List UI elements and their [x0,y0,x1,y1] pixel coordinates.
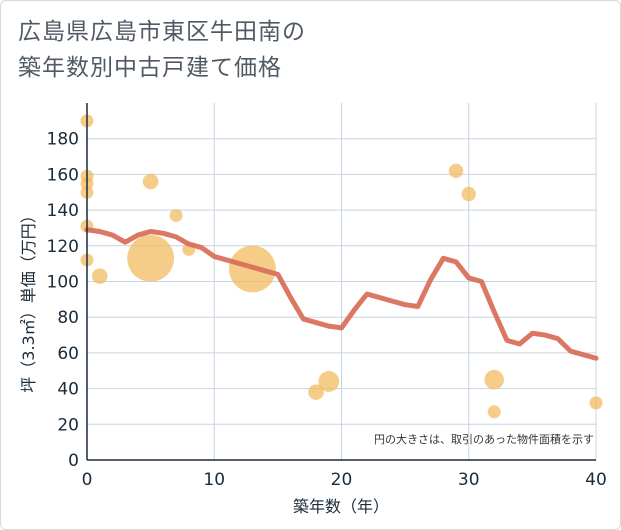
x-tick-label-10: 10 [203,470,225,490]
scatter-point-7 [142,173,159,190]
x-tick-label-30: 30 [458,470,480,490]
grid [87,103,597,460]
scatter-point-16 [484,369,504,390]
scatter-point-17 [487,405,501,419]
x-tick-label-20: 20 [331,470,353,490]
scatter-point-18 [589,396,603,410]
scatter-point-8 [127,234,175,282]
y-tick-label-20: 20 [57,415,79,435]
y-tick-label-160: 160 [47,165,79,185]
chart-title-line1: 広島県広島市東区牛田南の [18,19,306,45]
bubble-size-note: 円の大きさは、取引のあった物件面積を示す [374,432,594,446]
scatter-point-15 [461,186,476,202]
x-axis-label: 築年数（年） [293,497,389,516]
y-tick-label-180: 180 [47,130,79,150]
bubbles [80,114,603,419]
y-tick-label-0: 0 [68,451,79,471]
axes [86,103,596,461]
y-tick-label-140: 140 [47,201,79,221]
trend-line [84,227,599,361]
scatter-point-13 [318,371,340,392]
tick-labels: 0 20 40 60 80 100 120 140 160 180 0 10 20 30 40 [47,130,607,490]
y-tick-label-40: 40 [57,380,79,400]
y-tick-label-100: 100 [47,273,79,293]
y-tick-label-120: 120 [47,237,79,257]
y-tick-label-60: 60 [57,344,79,364]
scatter-point-14 [448,163,464,178]
scatter-point-6 [91,268,108,284]
x-tick-label-0: 0 [82,470,93,490]
chart-title: 広島県広島市東区牛田南の 築年数別中古戸建て価格 [18,14,578,86]
trend-line-group [84,227,599,361]
scatter-point-9 [169,208,183,222]
scatter-point-12 [308,384,324,400]
y-axis-label: 坪（3.3㎡）単価（万円） [19,207,38,392]
y-tick-label-80: 80 [57,308,79,328]
x-tick-label-40: 40 [585,470,607,490]
chart-title-line2: 築年数別中古戸建て価格 [18,55,282,81]
